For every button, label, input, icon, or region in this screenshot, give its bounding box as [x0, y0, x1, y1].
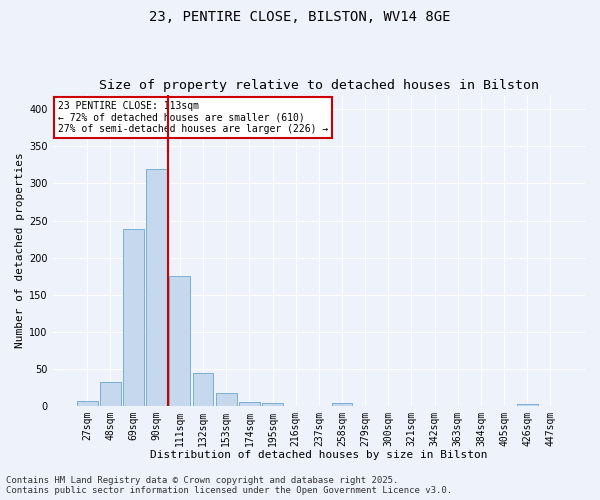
Bar	[100, 382, 121, 406]
Text: 23, PENTIRE CLOSE, BILSTON, WV14 8GE: 23, PENTIRE CLOSE, BILSTON, WV14 8GE	[149, 10, 451, 24]
Text: 23 PENTIRE CLOSE: 113sqm
← 72% of detached houses are smaller (610)
27% of semi-: 23 PENTIRE CLOSE: 113sqm ← 72% of detach…	[58, 101, 328, 134]
Bar	[262, 404, 283, 406]
X-axis label: Distribution of detached houses by size in Bilston: Distribution of detached houses by size …	[150, 450, 488, 460]
Y-axis label: Number of detached properties: Number of detached properties	[15, 152, 25, 348]
Text: Contains HM Land Registry data © Crown copyright and database right 2025.
Contai: Contains HM Land Registry data © Crown c…	[6, 476, 452, 495]
Bar	[146, 168, 167, 406]
Bar	[239, 402, 260, 406]
Title: Size of property relative to detached houses in Bilston: Size of property relative to detached ho…	[99, 79, 539, 92]
Bar	[216, 393, 236, 406]
Bar	[517, 404, 538, 406]
Bar	[169, 276, 190, 406]
Bar	[332, 404, 352, 406]
Bar	[123, 230, 144, 406]
Bar	[193, 373, 214, 406]
Bar	[77, 400, 98, 406]
